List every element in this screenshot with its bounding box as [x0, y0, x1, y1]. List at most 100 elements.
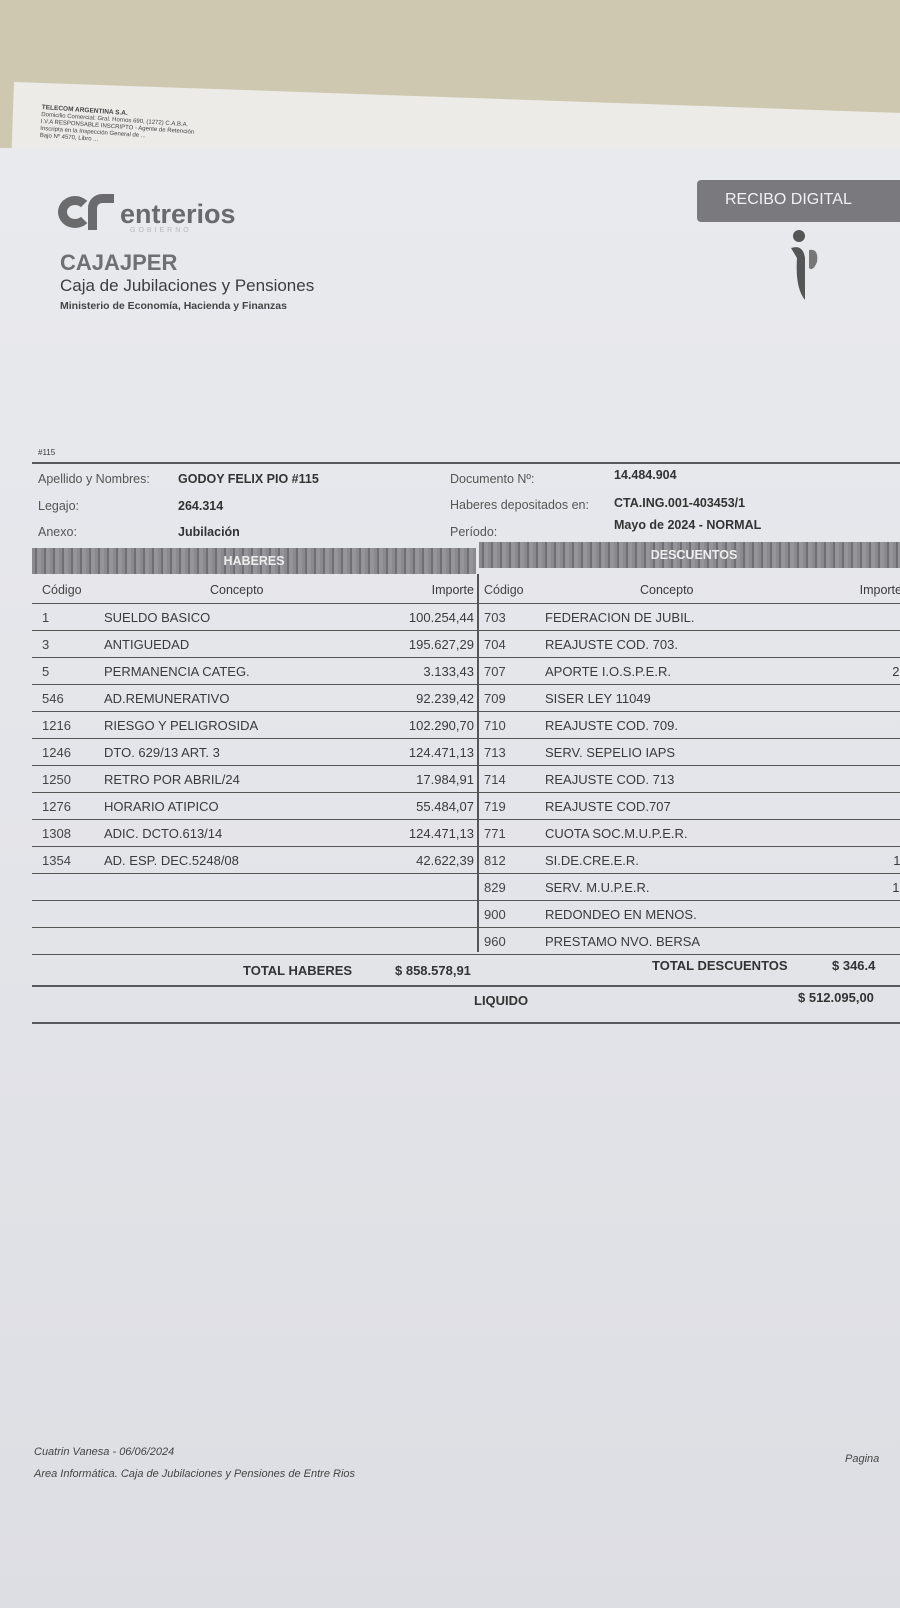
- descuento-concepto: REAJUSTE COD.707: [545, 799, 671, 814]
- haber-concepto: RETRO POR ABRIL/24: [104, 772, 240, 787]
- table-row: 900 REDONDEO EN MENOS.: [32, 900, 900, 928]
- deposito-label: Haberes depositados en:: [450, 498, 589, 512]
- name-label: Apellido y Nombres:: [38, 472, 150, 486]
- haber-codigo: 3: [42, 637, 50, 652]
- descuento-concepto: FEDERACION DE JUBIL.: [545, 610, 695, 625]
- legajo-label: Legajo:: [38, 499, 80, 513]
- entrerios-logo: entrerios: [58, 190, 236, 230]
- descuento-codigo: 707: [484, 664, 506, 679]
- haberes-header: HABERES: [32, 548, 476, 574]
- logo-text: entrerios: [120, 199, 236, 229]
- descuento-codigo: 900: [484, 907, 506, 922]
- haber-concepto: ADIC. DCTO.613/14: [104, 826, 223, 841]
- haber-codigo: 546: [42, 691, 64, 706]
- haber-codigo: 1246: [42, 745, 71, 760]
- table-row: 1354 AD. ESP. DEC.5248/08 42.622,39 812 SI.D…: [32, 846, 900, 874]
- haber-concepto: RIESGO Y PELIGROSIDA: [104, 718, 259, 733]
- periodo-value: Mayo de 2024 - NORMAL: [614, 518, 762, 532]
- col-concepto: Concepto: [640, 583, 694, 597]
- divider: [32, 1022, 900, 1024]
- table-row: 5 PERMANENCIA CATEG. 3.133,43 707 APORTE I.O…: [32, 657, 900, 685]
- descuento-concepto: SERV. SEPELIO IAPS: [545, 745, 676, 760]
- total-descuentos-label: TOTAL DESCUENTOS: [652, 958, 788, 973]
- descuento-codigo: 709: [484, 691, 506, 706]
- haber-codigo: 5: [42, 664, 50, 679]
- haber-concepto: AD. ESP. DEC.5248/08: [104, 853, 239, 868]
- haber-codigo: 1216: [42, 718, 71, 733]
- table-row: 1250 RETRO POR ABRIL/24 17.984,91 714 REAJUS…: [32, 765, 900, 793]
- logo-subtext: GOBIERNO: [130, 227, 192, 234]
- anexo-value: Jubilación: [178, 525, 240, 539]
- haber-importe: 124.471,13: [408, 745, 474, 760]
- table-row: 1276 HORARIO ATIPICO 55.484,07 719 REAJUSTE …: [32, 792, 900, 820]
- haber-importe: 3.133,43: [423, 664, 474, 679]
- table-row: 546 AD.REMUNERATIVO 92.239,42 709 SISER LEY …: [32, 684, 900, 712]
- descuento-codigo: 704: [484, 637, 506, 652]
- table-row: 3 ANTIGUEDAD 195.627,29 704 REAJUSTE COD. 70…: [32, 630, 900, 658]
- liquido-value: $ 512.095,00: [798, 990, 874, 1005]
- descuento-importe: 25.217: [892, 664, 900, 679]
- descuento-concepto: REAJUSTE COD. 703.: [545, 637, 678, 652]
- footer-area: Area Informática. Caja de Jubilaciones y…: [34, 1468, 356, 1480]
- reference-number: #115: [38, 448, 56, 457]
- total-haberes-value: $ 858.578,91: [395, 963, 471, 978]
- footer-page: Pagina: [845, 1453, 880, 1465]
- haber-codigo: 1: [42, 610, 50, 625]
- column-divider: [477, 574, 479, 952]
- anexo-label: Anexo:: [38, 525, 77, 539]
- footer-author: Cuatrin Vanesa - 06/06/2024: [34, 1446, 175, 1458]
- org-short-name: CAJAJPER: [60, 250, 178, 275]
- table-header-row: Código Concepto Importe Código Concepto …: [32, 576, 900, 604]
- haber-importe: 55.484,07: [416, 799, 474, 814]
- recibo-digital-badge: RECIBO DIGITAL: [697, 180, 900, 222]
- table-row: 1216 RIESGO Y PELIGROSIDA 102.290,70 710 REA…: [32, 711, 900, 739]
- descuento-codigo: 713: [484, 745, 506, 760]
- descuento-concepto: CUOTA SOC.M.U.P.E.R.: [545, 826, 688, 841]
- descuento-codigo: 719: [484, 799, 506, 814]
- haber-concepto: PERMANENCIA CATEG.: [104, 664, 250, 679]
- descuento-codigo: 829: [484, 880, 506, 895]
- haber-codigo: 1250: [42, 772, 71, 787]
- haber-concepto: AD.REMUNERATIVO: [104, 691, 230, 706]
- haber-concepto: DTO. 629/13 ART. 3: [104, 745, 220, 760]
- total-haberes-label: TOTAL HABERES: [243, 963, 353, 978]
- table-row: 1 SUELDO BASICO 100.254,44 703 FEDERACION DE…: [32, 603, 900, 631]
- descuento-codigo: 710: [484, 718, 506, 733]
- descuento-importe: 115.74: [893, 853, 900, 868]
- descuento-concepto: REAJUSTE COD. 713: [545, 772, 675, 787]
- descuento-codigo: 960: [484, 934, 506, 949]
- descuento-concepto: REDONDEO EN MENOS.: [545, 907, 697, 922]
- col-codigo: Código: [42, 583, 82, 597]
- legajo-value: 264.314: [178, 499, 224, 513]
- cajajper-seal-icon: [791, 230, 818, 300]
- deposito-value: CTA.ING.001-403453/1: [614, 496, 746, 510]
- documento-label: Documento Nº:: [450, 472, 535, 486]
- descuento-importe: 157.23: [892, 880, 900, 895]
- total-descuentos-value: $ 346.4: [832, 958, 876, 973]
- haber-importe: 92.239,42: [416, 691, 474, 706]
- org-name: Caja de Jubilaciones y Pensiones: [60, 276, 315, 295]
- descuento-concepto: SERV. M.U.P.E.R.: [545, 880, 650, 895]
- col-concepto: Concepto: [210, 583, 264, 597]
- er-logo-icon: [58, 190, 116, 230]
- col-importe: Importe: [431, 583, 474, 597]
- liquido-label: LIQUIDO: [474, 993, 529, 1008]
- divider: [32, 462, 900, 464]
- haber-importe: 124.471,13: [408, 826, 474, 841]
- haber-concepto: SUELDO BASICO: [104, 610, 211, 625]
- haber-importe: 195.627,29: [408, 637, 474, 652]
- receipt-paper: [0, 148, 900, 1608]
- haber-codigo: 1308: [42, 826, 71, 841]
- descuento-concepto: APORTE I.O.S.P.E.R.: [545, 664, 671, 679]
- descuento-codigo: 771: [484, 826, 506, 841]
- haber-importe: 100.254,44: [408, 610, 474, 625]
- name-value: GODOY FELIX PIO #115: [178, 472, 319, 486]
- haber-importe: 42.622,39: [416, 853, 474, 868]
- divider: [32, 985, 900, 987]
- col-codigo: Código: [484, 583, 524, 597]
- descuentos-header: DESCUENTOS: [479, 542, 900, 568]
- haber-importe: 102.290,70: [408, 718, 474, 733]
- descuento-concepto: SISER LEY 11049: [545, 691, 651, 706]
- descuento-codigo: 703: [484, 610, 506, 625]
